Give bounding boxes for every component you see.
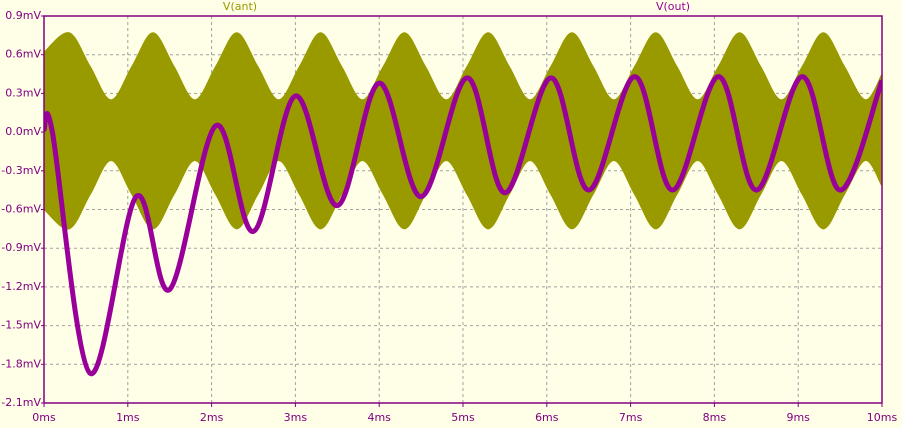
x-tick-label: 8ms bbox=[703, 411, 727, 424]
y-tick-label: 0.0mV bbox=[5, 125, 41, 138]
y-tick-label: -0.3mV bbox=[1, 164, 41, 177]
x-tick-label: 0ms bbox=[32, 411, 56, 424]
x-tick-label: 7ms bbox=[619, 411, 643, 424]
y-tick-label: -1.8mV bbox=[1, 357, 41, 370]
legend-label: V(ant) bbox=[223, 0, 257, 13]
x-tick-label: 3ms bbox=[284, 411, 308, 424]
envelope-band bbox=[44, 32, 882, 230]
x-tick-label: 4ms bbox=[367, 411, 391, 424]
x-tick-label: 5ms bbox=[451, 411, 475, 424]
x-tick-label: 6ms bbox=[535, 411, 559, 424]
y-tick-label: 0.9mV bbox=[5, 9, 41, 22]
y-tick-label: -1.2mV bbox=[1, 280, 41, 293]
y-tick-label: -2.1mV bbox=[1, 396, 41, 409]
y-tick-label: 0.6mV bbox=[5, 48, 41, 61]
x-tick-label: 2ms bbox=[200, 411, 224, 424]
y-tick-label: 0.3mV bbox=[5, 86, 41, 99]
x-tick-label: 1ms bbox=[116, 411, 140, 424]
y-tick-label: -0.9mV bbox=[1, 241, 41, 254]
x-tick-label: 9ms bbox=[786, 411, 810, 424]
legend-label: V(out) bbox=[656, 0, 690, 13]
x-tick-label: 10ms bbox=[867, 411, 898, 424]
y-tick-label: -1.5mV bbox=[1, 319, 41, 332]
y-tick-label: -0.6mV bbox=[1, 203, 41, 216]
line bbox=[44, 74, 882, 376]
